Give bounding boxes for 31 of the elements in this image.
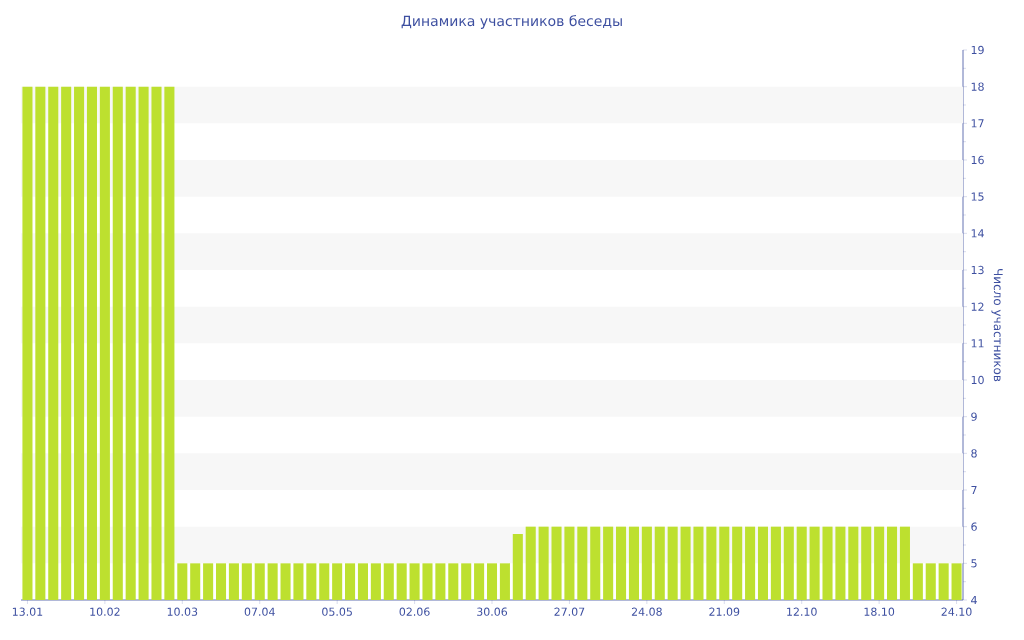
y-tick-label: 14 (971, 229, 984, 238)
x-tick-label: 10.03 (167, 607, 198, 616)
y-tick-label: 9 (971, 412, 977, 421)
y-tick-label: 15 (971, 192, 984, 201)
x-tick-label: 02.06 (399, 607, 430, 616)
x-tick-label: 30.06 (477, 607, 508, 616)
y-tick-label: 8 (971, 449, 977, 458)
y-tick-label: 10 (971, 375, 984, 385)
x-tick-label: 18.10 (864, 607, 895, 616)
x-tick-label: 05.05 (322, 607, 352, 616)
x-tick-label: 13.01 (12, 607, 43, 616)
y-tick-label: 17 (971, 119, 984, 128)
chart-title: Динамика участников беседы (401, 15, 622, 29)
x-tick-label: 07.04 (244, 607, 275, 616)
y-tick-label: 16 (971, 155, 984, 165)
y-tick-label: 5 (971, 559, 977, 568)
x-tick-label: 21.09 (709, 607, 740, 616)
x-tick-label: 12.10 (787, 607, 817, 616)
y-tick-label: 12 (971, 302, 984, 311)
y-axis-title: Число участников (991, 269, 1003, 382)
y-tick-label: 7 (971, 485, 977, 495)
x-tick-label: 24.08 (631, 607, 662, 616)
y-tick-label: 19 (971, 45, 984, 55)
y-tick-label: 13 (971, 265, 984, 275)
x-tick-label: 24.10 (941, 607, 972, 616)
x-tick-label: 27.07 (554, 607, 585, 616)
y-tick-label: 4 (971, 596, 977, 605)
y-tick-label: 6 (971, 522, 977, 531)
x-tick-label: 10.02 (90, 607, 120, 616)
y-tick-label: 11 (971, 339, 984, 348)
y-tick-label: 18 (971, 82, 984, 91)
